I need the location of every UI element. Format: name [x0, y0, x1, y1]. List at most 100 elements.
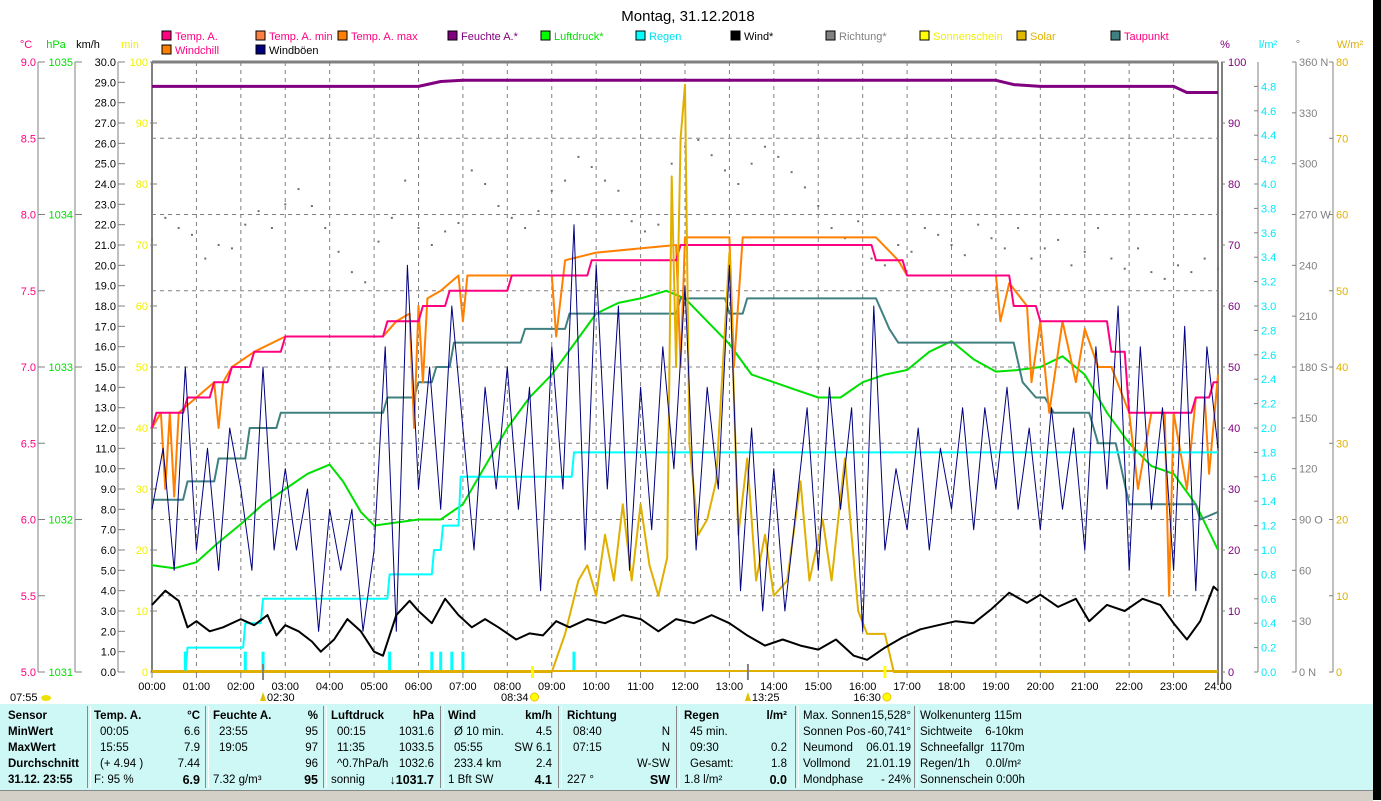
temp-row-label: 15:55	[100, 742, 129, 754]
direction-dot	[204, 257, 207, 260]
divider	[323, 706, 327, 788]
solar-tick-label: 70	[1336, 133, 1348, 145]
rain-tick-label: 3.8	[1261, 203, 1276, 215]
rain-row-value: 1.8	[771, 758, 787, 770]
x-tick-label: 11:00	[627, 681, 654, 693]
direction-row-value: W-SW	[636, 758, 670, 770]
rain-bar	[572, 651, 576, 672]
marker-time: 08:34	[501, 692, 529, 704]
humidity-row-value: 95	[305, 726, 318, 738]
new-moon-label: Neumond	[803, 742, 853, 754]
moon-phase-label: Mondphase	[803, 774, 864, 786]
cloud-base-label: Wolkenunterg	[920, 710, 991, 722]
pressure-tick-label: 1035	[49, 57, 73, 69]
pressure-tick-label: 1033	[49, 362, 73, 374]
status-bar	[0, 790, 1373, 801]
humidity-row-label	[213, 758, 219, 770]
direction-dot	[750, 162, 753, 165]
direction-dot	[564, 179, 567, 182]
humidity-row-value: 96	[305, 758, 318, 770]
sun-pos-value: -60,741°	[867, 726, 911, 738]
direction-tick-label: 0 N	[1299, 667, 1316, 679]
direction-dot	[470, 169, 473, 172]
sun-moon-column: Max. Sonnen 15,528° Sonnen Pos -60,741° Ne…	[803, 708, 911, 788]
humidity-row-label: 23:55	[219, 726, 248, 738]
direction-dot	[630, 220, 633, 223]
direction-dot	[897, 244, 900, 246]
sun_min-tick-label: 0	[142, 667, 148, 679]
legend-label: Luftdruck*	[554, 31, 604, 43]
direction-dot	[444, 230, 447, 233]
wind-row-value: SW 6.1	[514, 742, 552, 754]
direction-axis-unit: °	[1296, 39, 1300, 51]
temp-row-label: (+ 4.94 )	[100, 758, 144, 770]
sun-pos-label: Sonnen Pos	[803, 726, 866, 738]
direction-dot	[857, 220, 860, 223]
x-tick-label: 01:00	[183, 681, 211, 693]
rain-tick-label: 0.2	[1261, 643, 1276, 655]
series-taupunkt	[152, 297, 1219, 521]
direction-dot	[990, 237, 993, 240]
rain-row-label: 45 min.	[690, 726, 728, 738]
humidity-tick-label: 30	[1228, 484, 1240, 496]
rain-tick-label: 2.8	[1261, 325, 1276, 337]
pressure-axis-unit: hPa	[46, 39, 66, 51]
direction-dot	[1217, 267, 1219, 270]
marker-time: 02:30	[267, 692, 295, 704]
wind-row-value: 4.5	[536, 726, 552, 738]
wind-row-value: 2.4	[536, 758, 552, 770]
rain-hour-label: Regen/1h	[920, 758, 970, 770]
wind-tick-label: 1.0	[101, 647, 116, 659]
snowline-label: Schneefallgr	[920, 742, 984, 754]
sunshine-value: 0:00h	[996, 774, 1025, 786]
direction-tick-label: 60	[1299, 565, 1311, 577]
legend-swatch	[635, 30, 646, 41]
snowline-value: 1170m	[990, 742, 1025, 754]
rain-bar	[430, 651, 434, 672]
temp-tick-label: 9.0	[21, 57, 36, 69]
pressure-unit: hPa	[412, 710, 434, 722]
temp-tick-label: 7.0	[21, 362, 36, 374]
sun_min-tick-label: 50	[136, 362, 148, 374]
pressure-tick-label: 1034	[49, 210, 73, 222]
wind-tick-label: 9.0	[101, 484, 116, 496]
x-tick-label: 18:00	[938, 681, 966, 693]
legend-swatch	[730, 30, 741, 41]
pressure-row-value: 1031.6	[398, 726, 434, 738]
legend-swatch	[255, 44, 266, 55]
temp-tick-label: 8.0	[21, 210, 36, 222]
direction-dot	[604, 179, 607, 182]
direction-dot	[1177, 264, 1180, 267]
direction-dot	[164, 216, 167, 219]
x-tick-label: 02:00	[227, 681, 255, 693]
x-tick-label: 16:00	[849, 681, 877, 693]
humidity-tick-label: 40	[1228, 423, 1240, 435]
direction-dot	[190, 233, 193, 236]
rain-tick-label: 3.6	[1261, 228, 1276, 240]
window-edge	[1373, 0, 1381, 800]
direction-dot	[324, 227, 327, 230]
pressure-row-label: 00:15	[337, 726, 366, 738]
humidity-tick-label: 50	[1228, 362, 1240, 374]
x-tick-label: 05:00	[360, 681, 388, 693]
sun_min-tick-label: 80	[136, 179, 148, 191]
summary-panel: Sensor MinWert MaxWert Durchschnitt 31.1…	[0, 704, 1373, 790]
direction-dot	[870, 257, 873, 260]
divider	[676, 706, 680, 788]
direction-dot	[937, 233, 940, 236]
wind-tick-label: 18.0	[95, 301, 116, 313]
pressure-tick-label: 1032	[49, 515, 73, 527]
rain-bar	[450, 651, 454, 672]
direction-dot	[803, 186, 806, 189]
rain-tick-label: 0.6	[1261, 594, 1276, 606]
sun_min-tick-label: 90	[136, 118, 148, 130]
direction-dot	[697, 138, 700, 141]
wind-row-label: 1 Bft SW	[448, 774, 494, 786]
x-tick-label: 03:00	[271, 681, 299, 693]
wind-tick-label: 2.0	[101, 626, 116, 638]
direction-row-label	[567, 758, 573, 770]
direction-dot	[1017, 227, 1020, 230]
wind-tick-label: 25.0	[95, 159, 116, 171]
pressure-row-label: 11:35	[337, 742, 365, 754]
direction-row-value: SW	[649, 773, 670, 787]
